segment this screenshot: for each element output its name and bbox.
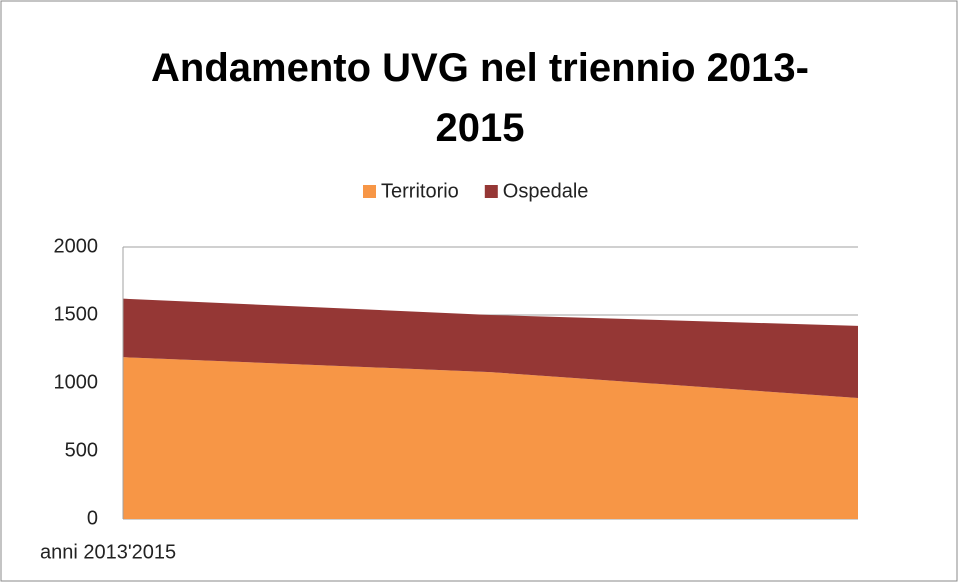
y-tick-label: 1000 bbox=[54, 371, 99, 393]
chart-title: Andamento UVG nel triennio 2013-2015 bbox=[151, 46, 809, 150]
y-tick-label: 1500 bbox=[54, 303, 99, 325]
legend-label: Ospedale bbox=[503, 180, 589, 202]
y-tick-label: 0 bbox=[87, 507, 98, 529]
legend-swatch bbox=[363, 185, 376, 198]
area bbox=[123, 357, 858, 519]
area bbox=[123, 298, 858, 398]
y-tick-label: 2000 bbox=[54, 235, 99, 257]
x-axis-label: anni 2013'2015 bbox=[40, 541, 176, 563]
legend-swatch bbox=[484, 185, 498, 198]
y-tick-label: 500 bbox=[65, 439, 98, 461]
legend-label: Territorio bbox=[381, 180, 459, 202]
